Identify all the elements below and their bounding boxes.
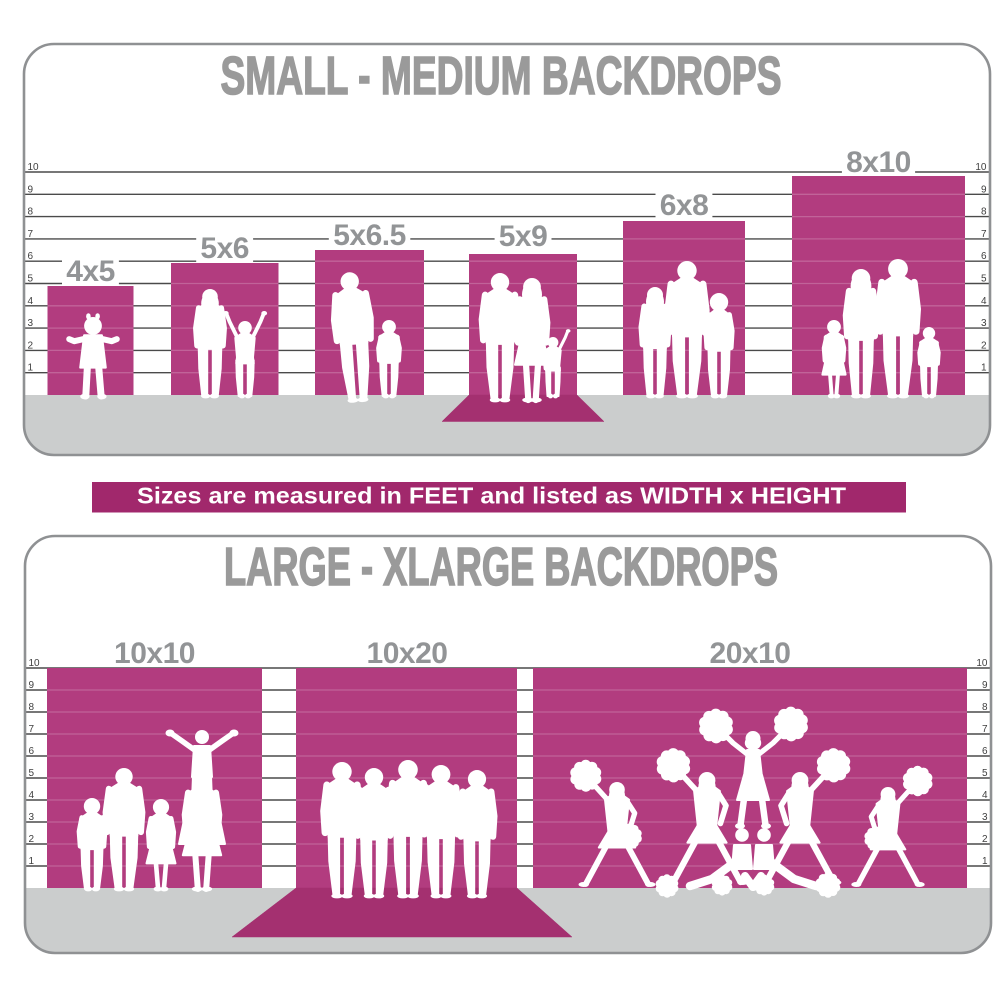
svg-text:3: 3: [29, 812, 35, 823]
svg-text:5: 5: [28, 274, 34, 285]
svg-text:7: 7: [982, 724, 988, 735]
svg-text:7: 7: [981, 229, 987, 240]
svg-text:10x10: 10x10: [114, 637, 195, 670]
svg-text:9: 9: [981, 184, 987, 195]
svg-text:10x20: 10x20: [367, 637, 448, 670]
svg-text:9: 9: [28, 184, 34, 195]
svg-text:2: 2: [981, 340, 987, 351]
svg-text:8: 8: [982, 702, 988, 713]
svg-text:8x10: 8x10: [846, 146, 911, 179]
svg-text:5: 5: [981, 274, 987, 285]
svg-text:1: 1: [981, 363, 987, 374]
svg-text:6: 6: [28, 251, 34, 262]
svg-text:10: 10: [28, 162, 40, 173]
svg-text:4: 4: [29, 790, 35, 801]
svg-text:2: 2: [982, 834, 988, 845]
svg-text:9: 9: [982, 680, 988, 691]
svg-text:4x5: 4x5: [66, 255, 115, 288]
svg-text:4: 4: [982, 790, 988, 801]
svg-text:SMALL - MEDIUM BACKDROPS: SMALL - MEDIUM BACKDROPS: [221, 47, 782, 106]
svg-text:2: 2: [29, 834, 35, 845]
svg-text:8: 8: [29, 702, 35, 713]
svg-text:6: 6: [981, 251, 987, 262]
svg-text:5x6: 5x6: [200, 232, 249, 265]
svg-text:2: 2: [28, 340, 34, 351]
svg-text:LARGE - XLARGE BACKDROPS: LARGE - XLARGE BACKDROPS: [224, 538, 778, 597]
svg-text:8: 8: [981, 207, 987, 218]
svg-text:5: 5: [29, 768, 35, 779]
svg-text:6x8: 6x8: [660, 189, 709, 222]
svg-text:6: 6: [982, 746, 988, 757]
svg-text:Sizes are measured in FEET and: Sizes are measured in FEET and listed as…: [137, 483, 847, 509]
svg-text:4: 4: [28, 296, 34, 307]
svg-text:3: 3: [28, 318, 34, 329]
svg-text:1: 1: [28, 363, 34, 374]
svg-text:20x10: 20x10: [710, 637, 791, 670]
svg-text:9: 9: [29, 680, 35, 691]
svg-text:3: 3: [981, 318, 987, 329]
svg-text:10: 10: [29, 658, 41, 669]
svg-text:10: 10: [975, 162, 987, 173]
svg-text:1: 1: [29, 856, 35, 867]
svg-text:7: 7: [29, 724, 35, 735]
svg-text:8: 8: [28, 207, 34, 218]
svg-text:5: 5: [982, 768, 988, 779]
svg-text:3: 3: [982, 812, 988, 823]
svg-text:1: 1: [982, 856, 988, 867]
svg-text:6: 6: [29, 746, 35, 757]
svg-text:10: 10: [976, 658, 988, 669]
svg-text:4: 4: [981, 296, 987, 307]
svg-text:7: 7: [28, 229, 34, 240]
svg-text:5x6.5: 5x6.5: [333, 219, 406, 252]
svg-text:5x9: 5x9: [499, 220, 548, 253]
